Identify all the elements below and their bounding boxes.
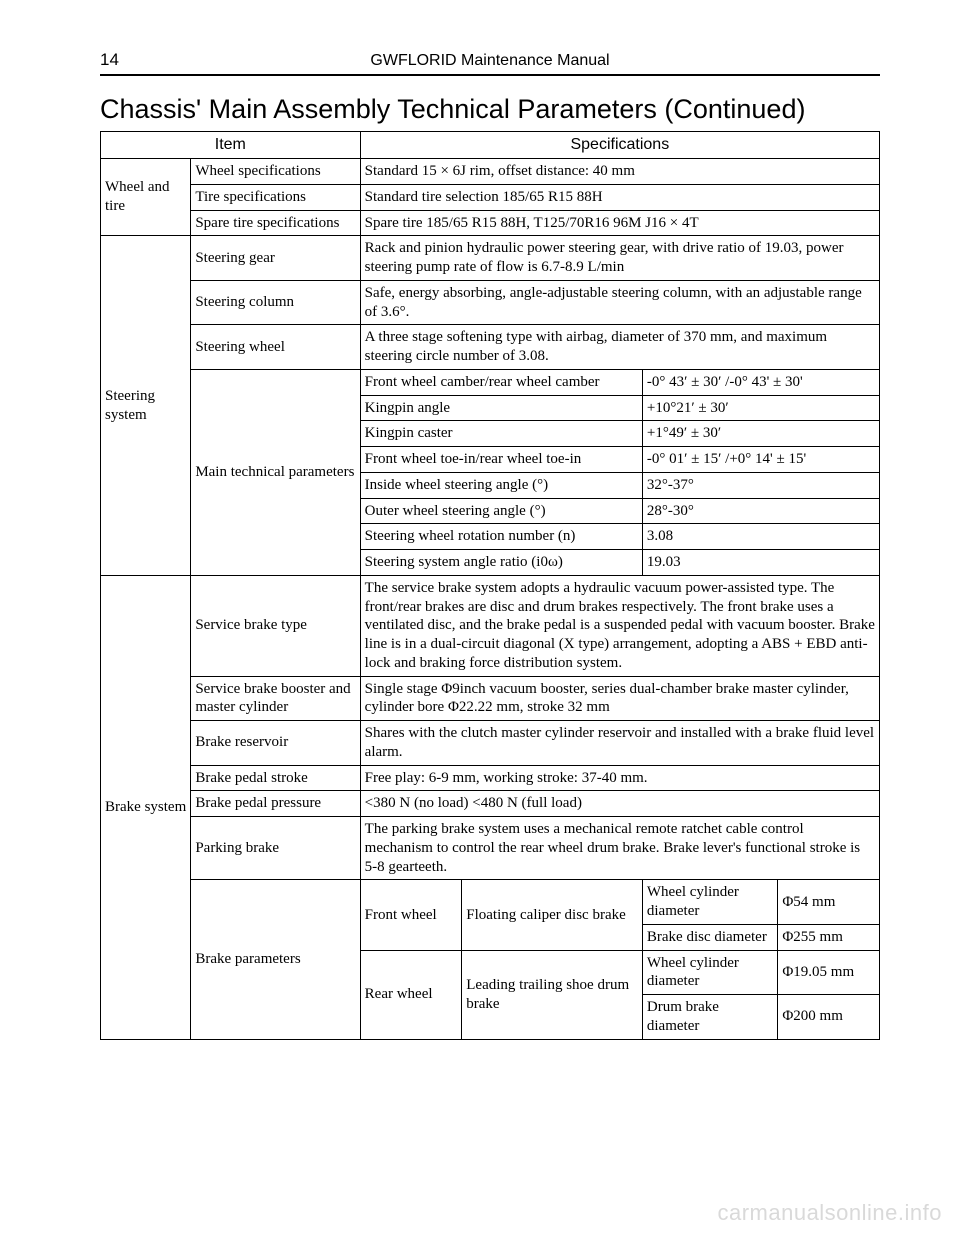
- cell-value: Single stage Φ9inch vacuum booster, seri…: [360, 676, 879, 721]
- section-title: Chassis' Main Assembly Technical Paramet…: [100, 94, 880, 125]
- param-name: Steering wheel rotation number (n): [360, 524, 642, 550]
- table-row: Steering system Steering gear Rack and p…: [101, 236, 880, 281]
- table-row: Parking brake The parking brake system u…: [101, 817, 880, 880]
- cell-label: Brake parameters: [191, 880, 360, 1039]
- cell-label: Service brake type: [191, 575, 360, 676]
- cell-label: Steering wheel: [191, 325, 360, 370]
- param-name: Brake disc diameter: [642, 924, 777, 950]
- table-row: Wheel and tire Wheel specifications Stan…: [101, 159, 880, 185]
- param-value: Φ255 mm: [778, 924, 880, 950]
- cell-value: The service brake system adopts a hydrau…: [360, 575, 879, 676]
- table-header-row: Item Specifications: [101, 132, 880, 159]
- param-name: Outer wheel steering angle (°): [360, 498, 642, 524]
- param-name: Kingpin angle: [360, 395, 642, 421]
- table-row: Main technical parameters Front wheel ca…: [101, 369, 880, 395]
- cell-label: Main technical parameters: [191, 369, 360, 575]
- param-value: 19.03: [642, 550, 879, 576]
- page: 14 GWFLORID Maintenance Manual Chassis' …: [0, 0, 960, 1242]
- table-row: Steering wheel A three stage softening t…: [101, 325, 880, 370]
- brake-rear-label: Rear wheel: [360, 950, 462, 1039]
- header-bar: 14 GWFLORID Maintenance Manual: [100, 50, 880, 76]
- param-name: Front wheel camber/rear wheel camber: [360, 369, 642, 395]
- cell-value: The parking brake system uses a mechanic…: [360, 817, 879, 880]
- param-name: Drum brake diameter: [642, 995, 777, 1040]
- cell-label: Tire specifications: [191, 184, 360, 210]
- cell-label: Spare tire specifications: [191, 210, 360, 236]
- table-row: Service brake booster and master cylinde…: [101, 676, 880, 721]
- param-name: Inside wheel steering angle (°): [360, 472, 642, 498]
- cell-label: Parking brake: [191, 817, 360, 880]
- param-value: 28°-30°: [642, 498, 879, 524]
- param-value: -0° 01′ ± 15′ /+0° 14' ± 15': [642, 447, 879, 473]
- param-name: Kingpin caster: [360, 421, 642, 447]
- param-name: Wheel cylinder diameter: [642, 950, 777, 995]
- table-row: Steering column Safe, energy absorbing, …: [101, 280, 880, 325]
- group-steering: Steering system: [101, 236, 191, 576]
- cell-value: Shares with the clutch master cylinder r…: [360, 721, 879, 766]
- brake-rear-type: Leading trailing shoe drum brake: [462, 950, 643, 1039]
- cell-label: Steering gear: [191, 236, 360, 281]
- cell-label: Brake reservoir: [191, 721, 360, 766]
- cell-label: Wheel specifications: [191, 159, 360, 185]
- cell-value: Standard 15 × 6J rim, offset distance: 4…: [360, 159, 879, 185]
- cell-label: Brake pedal stroke: [191, 765, 360, 791]
- th-spec: Specifications: [360, 132, 879, 159]
- param-value: 32°-37°: [642, 472, 879, 498]
- cell-value: <380 N (no load) <480 N (full load): [360, 791, 879, 817]
- table-row: Brake pedal stroke Free play: 6-9 mm, wo…: [101, 765, 880, 791]
- th-item: Item: [101, 132, 361, 159]
- param-value: +10°21′ ± 30′: [642, 395, 879, 421]
- cell-value: Free play: 6-9 mm, working stroke: 37-40…: [360, 765, 879, 791]
- watermark: carmanualsonline.info: [717, 1200, 942, 1226]
- brake-front-type: Floating caliper disc brake: [462, 880, 643, 950]
- page-number: 14: [100, 50, 140, 70]
- table-row: Spare tire specifications Spare tire 185…: [101, 210, 880, 236]
- param-value: 3.08: [642, 524, 879, 550]
- cell-value: Spare tire 185/65 R15 88H, T125/70R16 96…: [360, 210, 879, 236]
- param-name: Steering system angle ratio (i0ω): [360, 550, 642, 576]
- cell-value: Safe, energy absorbing, angle-adjustable…: [360, 280, 879, 325]
- param-value: Φ54 mm: [778, 880, 880, 925]
- header-title: GWFLORID Maintenance Manual: [140, 52, 880, 70]
- cell-value: A three stage softening type with airbag…: [360, 325, 879, 370]
- cell-label: Steering column: [191, 280, 360, 325]
- group-wheel-tire: Wheel and tire: [101, 159, 191, 236]
- spec-table: Item Specifications Wheel and tire Wheel…: [100, 131, 880, 1040]
- table-row: Brake pedal pressure <380 N (no load) <4…: [101, 791, 880, 817]
- param-name: Wheel cylinder diameter: [642, 880, 777, 925]
- param-value: +1°49′ ± 30′: [642, 421, 879, 447]
- cell-value: Rack and pinion hydraulic power steering…: [360, 236, 879, 281]
- table-row: Tire specifications Standard tire select…: [101, 184, 880, 210]
- param-name: Front wheel toe-in/rear wheel toe-in: [360, 447, 642, 473]
- param-value: Φ19.05 mm: [778, 950, 880, 995]
- table-row: Brake parameters Front wheel Floating ca…: [101, 880, 880, 925]
- cell-label: Brake pedal pressure: [191, 791, 360, 817]
- param-value: -0° 43′ ± 30′ /-0° 43' ± 30': [642, 369, 879, 395]
- group-brake: Brake system: [101, 575, 191, 1039]
- table-row: Brake system Service brake type The serv…: [101, 575, 880, 676]
- table-row: Brake reservoir Shares with the clutch m…: [101, 721, 880, 766]
- cell-value: Standard tire selection 185/65 R15 88H: [360, 184, 879, 210]
- brake-front-label: Front wheel: [360, 880, 462, 950]
- param-value: Φ200 mm: [778, 995, 880, 1040]
- cell-label: Service brake booster and master cylinde…: [191, 676, 360, 721]
